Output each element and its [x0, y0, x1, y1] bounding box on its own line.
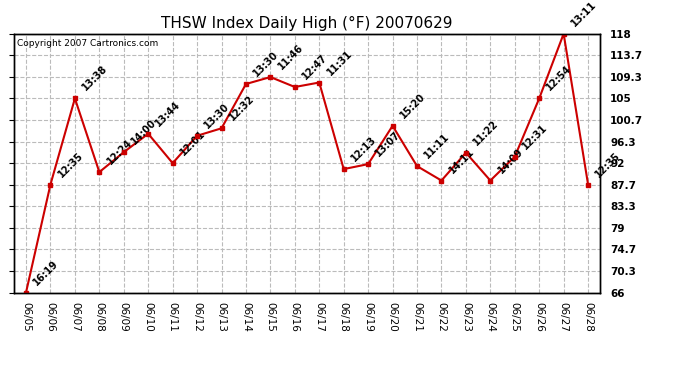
Text: 12:35: 12:35: [56, 150, 85, 179]
Text: 14:11: 14:11: [447, 146, 476, 175]
Text: 13:11: 13:11: [569, 0, 598, 28]
Text: 11:46: 11:46: [276, 42, 305, 72]
Text: 14:09: 14:09: [496, 146, 525, 175]
Text: 13:07: 13:07: [374, 130, 403, 159]
Text: 12:32: 12:32: [227, 94, 256, 123]
Text: 13:30: 13:30: [203, 101, 232, 130]
Title: THSW Index Daily High (°F) 20070629: THSW Index Daily High (°F) 20070629: [161, 16, 453, 31]
Text: 14:00: 14:00: [129, 118, 158, 147]
Text: 13:30: 13:30: [252, 50, 281, 78]
Text: 12:24: 12:24: [105, 138, 134, 166]
Text: 12:01: 12:01: [178, 129, 207, 158]
Text: 11:22: 11:22: [471, 118, 500, 147]
Text: 12:13: 12:13: [349, 135, 378, 164]
Text: 12:47: 12:47: [300, 53, 329, 81]
Text: 16:19: 16:19: [32, 258, 61, 287]
Text: Copyright 2007 Cartronics.com: Copyright 2007 Cartronics.com: [17, 39, 158, 48]
Text: 12:35: 12:35: [593, 150, 622, 179]
Text: 11:31: 11:31: [325, 48, 354, 77]
Text: 13:38: 13:38: [81, 64, 110, 93]
Text: 11:11: 11:11: [422, 132, 451, 160]
Text: 15:20: 15:20: [398, 91, 427, 120]
Text: 12:54: 12:54: [545, 64, 574, 93]
Text: 12:31: 12:31: [520, 122, 549, 151]
Text: 13:44: 13:44: [154, 99, 183, 128]
